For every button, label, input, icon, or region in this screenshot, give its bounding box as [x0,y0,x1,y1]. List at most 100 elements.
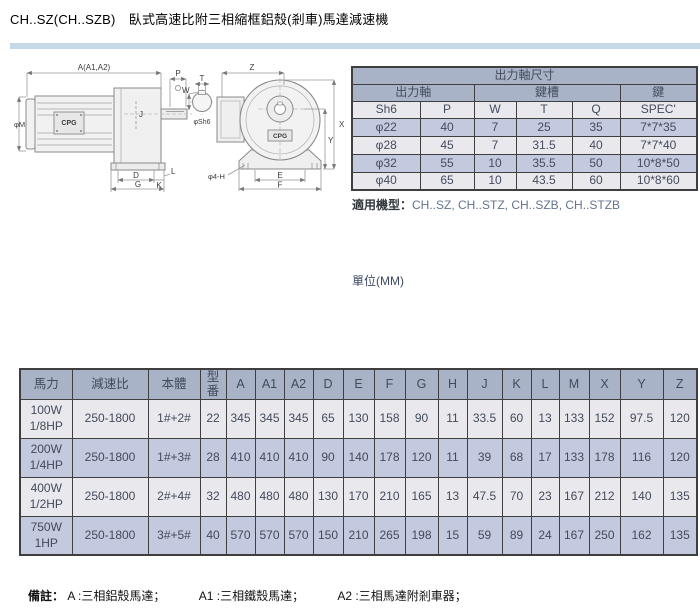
table-cell: 210 [373,476,406,517]
table-row: 200W 1/4HP 250-1800 1#+3# 28 410 410 410 90 140 17… [19,437,698,478]
table-cell: 40 [571,135,621,155]
table-cell: φ32 [351,153,421,173]
column-header: A1 [254,368,285,400]
table-cell: 15 [437,515,468,556]
table-cell: 130 [342,398,375,439]
table-cell: 410 [283,437,314,478]
table-cell: 50 [571,153,621,173]
dim-label-d: D [133,171,139,180]
footnote-label: 備註： [28,589,65,603]
table-cell: 135 [662,476,698,517]
dim-label-y: Y [328,136,334,145]
dimension-diagram: CPG A(A1,A2) P φM J D G K L [12,57,352,197]
table-cell: 250-1800 [71,515,149,556]
table-cell: 570 [254,515,285,556]
table-cell: 11 [437,398,468,439]
column-header-row: 馬力 減速比 本體型番 A A1 A2 D E F G H J K L M X Y Z [19,368,698,400]
table-cell: 480 [225,476,256,517]
table-cell: 23 [530,476,560,517]
page-title: CH..SZ(CH..SZB) 臥式高速比附三相縮框鋁殼(剎車)馬達減速機 [10,12,389,27]
table-title-row: 出力軸尺寸 [351,66,698,85]
table-cell: 130 [312,476,344,517]
keyway [198,90,206,95]
table-cell: 480 [254,476,285,517]
table-cell: φ22 [351,117,421,137]
table-cell: 152 [588,398,621,439]
table-cell: 345 [254,398,285,439]
column-header: M [558,368,590,400]
table-cell: 13 [437,476,468,517]
dim-label-e: E [277,171,282,180]
table-cell: 167 [558,515,590,556]
group-header-key: 鍵 [619,83,698,102]
table-row: φ40 65 10 43.5 60 10*8*60 [351,171,698,191]
table-cell: 40 [199,515,227,556]
table-cell: 198 [404,515,439,556]
table-cell: 200W 1/4HP [19,437,73,478]
table-cell: 89 [501,515,532,556]
table-cell: 10 [473,171,517,191]
table-cell: 165 [404,476,439,517]
applicable-models: 適用機型：CH..SZ, CH..STZ, CH..SZB, CH..STZB [352,196,620,213]
table-cell: 178 [373,437,406,478]
dim-label-holes: φ4-H [208,172,225,181]
applicable-models-value: CH..SZ, CH..STZ, CH..SZB, CH..STZB [412,198,621,212]
table-cell: 150 [312,515,344,556]
table-cell: 90 [312,437,344,478]
table-row: 400W 1/2HP 250-1800 2#+4# 32 480 480 480 130 170 2… [19,476,698,517]
table-cell: φ28 [351,135,421,155]
column-header-row: Sh6 P W T Q SPEC' [351,100,698,119]
brand-logo-side: CPG [61,120,77,127]
table-cell: 90 [404,398,439,439]
table-cell: 135 [662,515,698,556]
table-cell: 10*8*50 [619,153,698,173]
table-cell: 24 [530,515,560,556]
column-header: G [404,368,439,400]
footnote-item-a2: A2 :三相馬達附剎車器； [337,589,467,603]
nameplate [53,111,85,135]
table-row: φ28 45 7 31.5 40 7*7*40 [351,135,698,155]
table-row: φ32 55 10 35.5 50 10*8*50 [351,153,698,173]
table-cell: 750W 1HP [19,515,73,556]
column-header: 型番 [199,368,227,400]
column-header: 馬力 [19,368,73,400]
table-cell: 2#+4# [147,476,201,517]
table-cell: 47.5 [466,476,503,517]
table-row: 100W 1/8HP 250-1800 1#+2# 22 345 345 345 65 130 15… [19,398,698,439]
base-plate [110,162,166,171]
footnote: 備註： A :三相鋁殼馬達； A1 :三相鐵殼馬達； A2 :三相馬達附剎車器； [28,587,497,604]
table-cell: 7 [473,135,517,155]
table-cell: 250-1800 [71,398,149,439]
table-cell: 7*7*40 [619,135,698,155]
table-cell: 250-1800 [71,437,149,478]
table-cell: 400W 1/2HP [19,476,73,517]
table-row: φ22 40 7 25 35 7*7*35 [351,117,698,137]
dim-label-motor-dia: φM [14,120,25,129]
table-cell: 65 [419,171,475,191]
table-cell: 35.5 [515,153,573,173]
column-header: P [419,100,475,119]
table-cell: 120 [662,437,698,478]
terminal-box [216,96,245,143]
group-header-keyslot: 鍵槽 [473,83,621,102]
table-cell: 28 [199,437,227,478]
table-cell: 116 [619,437,664,478]
table-cell: 1#+2# [147,398,201,439]
table-cell: 100W 1/8HP [19,398,73,439]
dimension-table: 馬力 減速比 本體型番 A A1 A2 D E F G H J K L M X Y Z 100W 1/8HP 250-… [19,368,698,557]
column-header: D [312,368,344,400]
column-header: J [466,368,503,400]
table-cell: 32 [199,476,227,517]
table-cell: 133 [558,398,590,439]
shaft-section [192,92,212,112]
column-header: Y [619,368,664,400]
column-header: F [373,368,406,400]
table-cell: 10*8*60 [619,171,698,191]
column-header: E [342,368,375,400]
table-cell: 178 [588,437,621,478]
column-header: A2 [283,368,314,400]
column-header: 減速比 [71,368,149,400]
applicable-models-label: 適用機型： [352,198,413,212]
divider-bar [10,43,700,49]
dim-label-p: P [175,69,180,78]
